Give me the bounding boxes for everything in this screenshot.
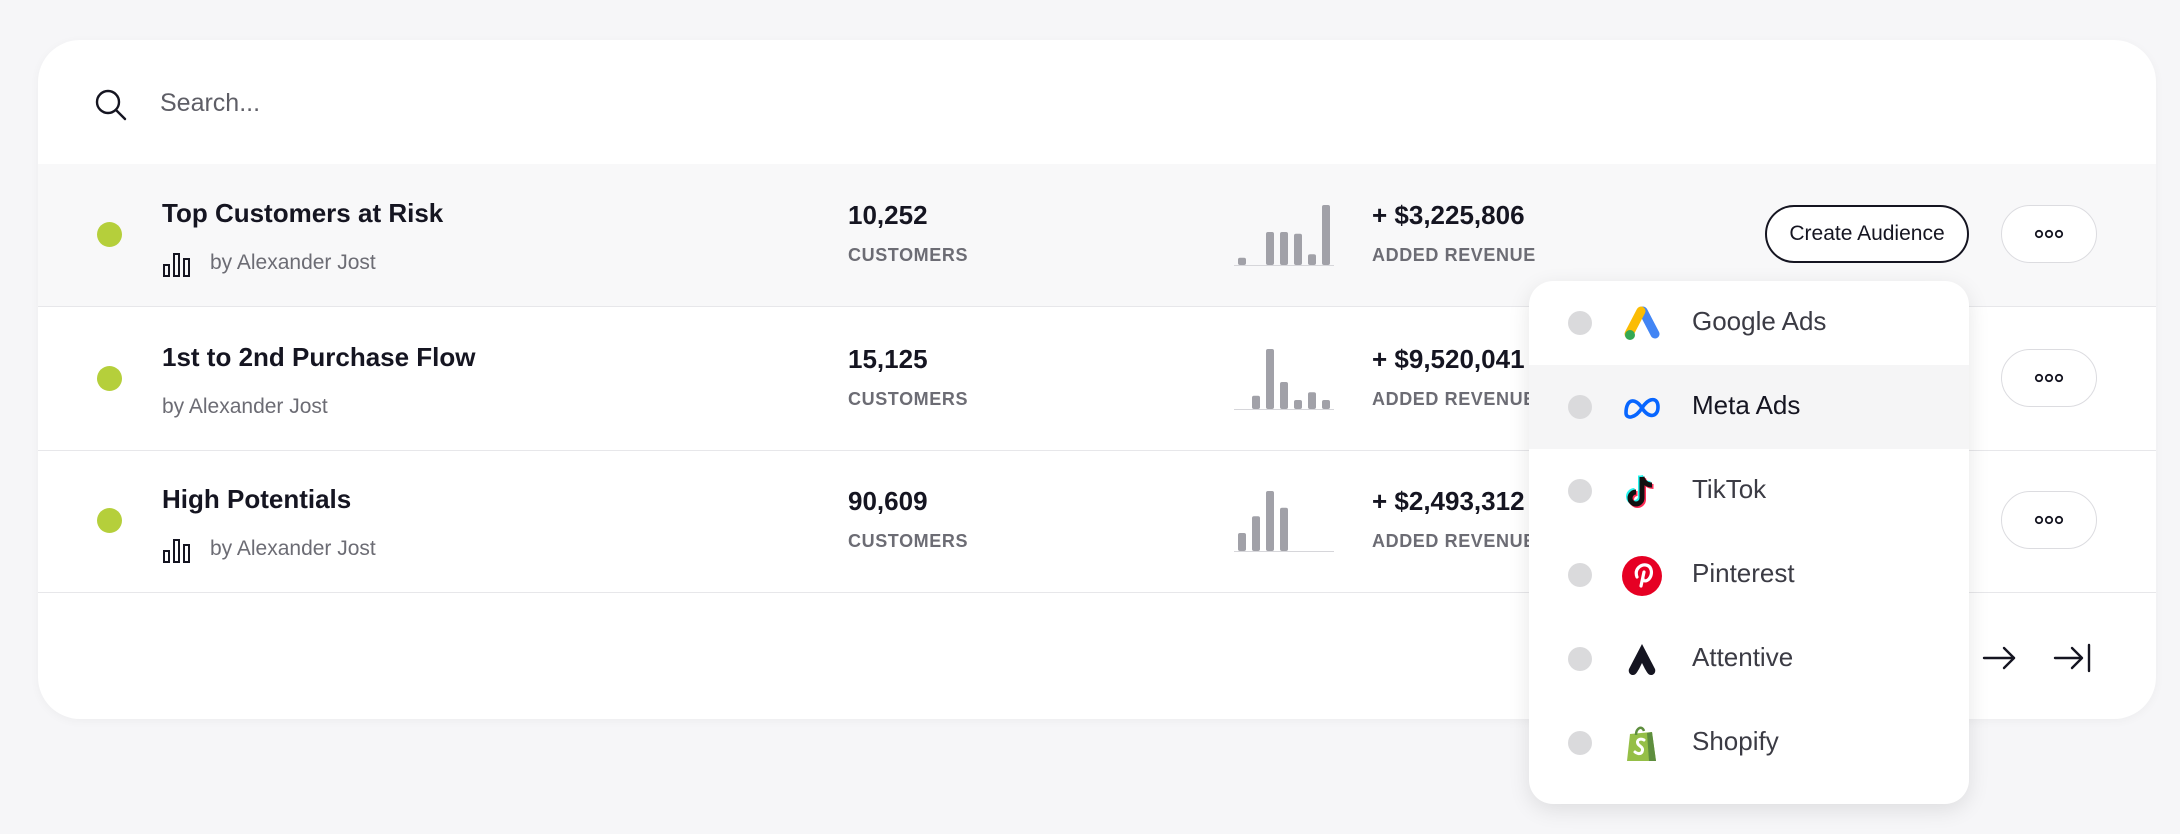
sparkline-bar xyxy=(1266,232,1274,265)
radio-dot xyxy=(1568,563,1592,587)
sparkline-bar xyxy=(1280,507,1288,551)
next-page-arrow-icon[interactable] xyxy=(1980,640,2020,676)
sparkline-bar xyxy=(1252,516,1260,551)
revenue-label: ADDED REVENUE xyxy=(1372,389,1536,409)
sparkline-bar xyxy=(1266,491,1274,551)
shopify-icon xyxy=(1627,726,1656,761)
radio-dot xyxy=(1568,479,1592,503)
menu-item-label: Shopify xyxy=(1692,726,1779,756)
more-options-button[interactable] xyxy=(2001,491,2097,549)
revenue-metric: + $2,493,312 ADDED REVENUE xyxy=(1372,486,1536,552)
audience-subtitle: by Alexander Jost xyxy=(162,534,376,564)
audience-title: 1st to 2nd Purchase Flow xyxy=(162,342,476,372)
more-dots-icon xyxy=(2034,373,2064,383)
menu-item-google-ads[interactable]: Google Ads xyxy=(1529,281,1969,365)
audience-title: Top Customers at Risk xyxy=(162,198,444,228)
audience-row-purchase-flow[interactable]: 1st to 2nd Purchase Flow by Alexander Jo… xyxy=(38,308,2156,451)
customers-label: CUSTOMERS xyxy=(848,389,969,409)
customers-label: CUSTOMERS xyxy=(848,531,969,551)
revenue-value: + $2,493,312 xyxy=(1372,486,1525,516)
customers-metric: 15,125 CUSTOMERS xyxy=(848,344,968,410)
radio-dot xyxy=(1568,731,1592,755)
create-audience-button[interactable]: Create Audience xyxy=(1765,205,1969,263)
google-ads-icon xyxy=(1624,306,1660,340)
more-dots-icon xyxy=(2034,229,2064,239)
sparkline-bar xyxy=(1238,257,1246,265)
sparkline-bar xyxy=(1252,395,1260,409)
revenue-metric: + $9,520,041 ADDED REVENUE xyxy=(1372,344,1536,410)
destination-dropdown: Google Ads Meta Ads TikTok Pinterest xyxy=(1529,281,1969,804)
sparkline-bar xyxy=(1308,254,1316,265)
menu-item-meta-ads[interactable]: Meta Ads xyxy=(1529,365,1969,449)
customers-count: 90,609 xyxy=(848,486,928,516)
revenue-label: ADDED REVENUE xyxy=(1372,245,1536,265)
customers-count: 15,125 xyxy=(848,344,928,374)
revenue-value: + $9,520,041 xyxy=(1372,344,1525,374)
bar-chart-icon xyxy=(163,539,190,563)
more-options-button[interactable] xyxy=(2001,205,2097,263)
search-bar xyxy=(38,40,2156,165)
menu-item-label: Pinterest xyxy=(1692,558,1795,588)
search-input[interactable] xyxy=(158,78,1162,128)
audience-row-high-potentials[interactable]: High Potentials by Alexander Jost 90,609… xyxy=(38,450,2156,593)
customers-metric: 10,252 CUSTOMERS xyxy=(848,200,968,266)
sparkline-bar xyxy=(1294,233,1302,265)
menu-item-pinterest[interactable]: Pinterest xyxy=(1529,533,1969,617)
radio-dot xyxy=(1568,311,1592,335)
pinterest-icon xyxy=(1622,556,1662,596)
customers-label: CUSTOMERS xyxy=(848,245,969,265)
sparkline-bar xyxy=(1238,533,1246,551)
radio-dot xyxy=(1568,395,1592,419)
audience-title: High Potentials xyxy=(162,484,352,514)
menu-item-label: TikTok xyxy=(1692,474,1767,504)
menu-item-shopify[interactable]: Shopify xyxy=(1529,701,1969,785)
status-dot xyxy=(97,366,122,391)
more-dots-icon xyxy=(2034,515,2064,525)
meta-icon xyxy=(1624,397,1660,419)
menu-item-label: Google Ads xyxy=(1692,306,1827,336)
sparkline-bar xyxy=(1322,400,1330,409)
sparkline-bar xyxy=(1322,205,1330,265)
customers-count: 10,252 xyxy=(848,200,928,230)
last-page-arrow-icon[interactable] xyxy=(2053,640,2093,676)
customers-metric: 90,609 CUSTOMERS xyxy=(848,486,968,552)
revenue-label: ADDED REVENUE xyxy=(1372,531,1536,551)
attentive-icon xyxy=(1628,644,1656,675)
status-dot xyxy=(97,508,122,533)
audience-author: by Alexander Jost xyxy=(210,251,376,274)
sparkline-chart xyxy=(1234,205,1334,266)
bar-chart-icon xyxy=(163,253,190,277)
revenue-value: + $3,225,806 xyxy=(1372,200,1525,230)
menu-item-label: Attentive xyxy=(1692,642,1794,672)
more-options-button[interactable] xyxy=(2001,349,2097,407)
sparkline-bar xyxy=(1280,382,1288,409)
status-dot xyxy=(97,222,122,247)
audience-subtitle: by Alexander Jost xyxy=(162,248,376,278)
search-icon xyxy=(95,89,127,121)
radio-dot xyxy=(1568,647,1592,671)
menu-item-attentive[interactable]: Attentive xyxy=(1529,617,1969,701)
sparkline-chart xyxy=(1234,491,1334,552)
sparkline-bar xyxy=(1294,400,1302,409)
sparkline-bar xyxy=(1308,392,1316,409)
menu-item-tiktok[interactable]: TikTok xyxy=(1529,449,1969,533)
sparkline-bar xyxy=(1266,349,1274,409)
revenue-metric: + $3,225,806 ADDED REVENUE xyxy=(1372,200,1536,266)
sparkline-bar xyxy=(1280,232,1288,265)
tiktok-icon xyxy=(1626,474,1654,508)
menu-item-label: Meta Ads xyxy=(1692,390,1801,420)
sparkline-chart xyxy=(1234,349,1334,410)
audience-subtitle: by Alexander Jost xyxy=(162,392,328,422)
audience-author: by Alexander Jost xyxy=(210,537,376,560)
audience-author: by Alexander Jost xyxy=(162,395,328,418)
